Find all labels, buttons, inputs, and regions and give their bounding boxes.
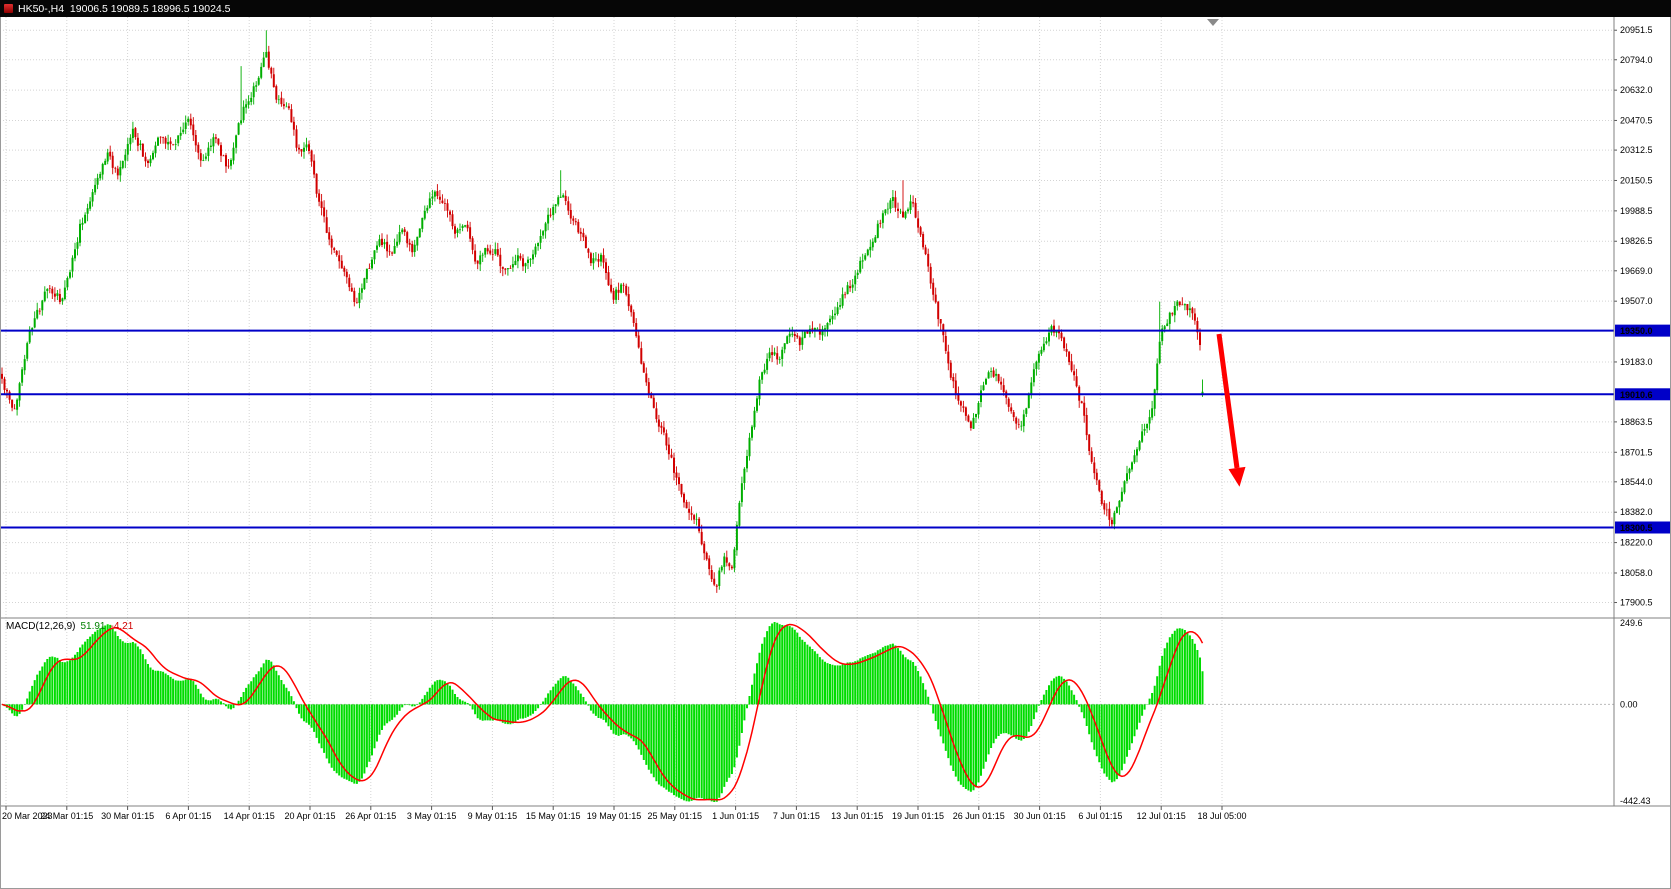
macd-signal-value: -4.21 xyxy=(110,621,134,632)
time-axis-tick-label: 30 Mar 01:15 xyxy=(101,811,154,821)
time-axis-tick-label: 26 Apr 01:15 xyxy=(345,811,396,821)
time-axis-tick-label: 12 Jul 01:15 xyxy=(1137,811,1186,821)
time-axis-tick-label: 20 Apr 01:15 xyxy=(284,811,335,821)
price-level-badge-text: 19010.6 xyxy=(1620,390,1653,400)
time-axis-tick-label: 30 Jun 01:15 xyxy=(1014,811,1066,821)
time-axis-tick-label: 26 Jun 01:15 xyxy=(953,811,1005,821)
bear-candle-wicks xyxy=(1,45,1201,593)
price-axis-tick-label: 18863.5 xyxy=(1620,417,1653,427)
price-level-badge-text: 19350.0 xyxy=(1620,326,1653,336)
macd-indicator-label: MACD(12,26,9) 51.91 -4.21 xyxy=(6,621,133,632)
bear-candle-bodies xyxy=(1,51,1201,587)
price-axis-tick-label: 20951.5 xyxy=(1620,25,1653,35)
macd-signal-line xyxy=(1,623,1204,801)
price-axis-tick-label: 19507.0 xyxy=(1620,296,1653,306)
time-axis-tick-label: 9 May 01:15 xyxy=(468,811,518,821)
chart-title: HK50-,H4 19006.5 19089.5 18996.5 19024.5 xyxy=(18,2,231,15)
chart-title-bar[interactable]: HK50-,H4 19006.5 19089.5 18996.5 19024.5 xyxy=(0,0,1671,17)
price-level-badge xyxy=(1615,521,1670,534)
chart-shift-marker[interactable] xyxy=(1207,19,1219,26)
time-axis-tick-label: 3 May 01:15 xyxy=(407,811,457,821)
time-axis-tick-label: 6 Jul 01:15 xyxy=(1078,811,1122,821)
time-axis-tick-label: 15 May 01:15 xyxy=(526,811,581,821)
time-axis-tick-label: 19 Jun 01:15 xyxy=(892,811,944,821)
price-level-badge-text: 18300.5 xyxy=(1620,523,1653,533)
price-axis-tick-label: 19669.0 xyxy=(1620,266,1653,276)
price-axis-tick-label: 20150.5 xyxy=(1620,175,1653,185)
bull-candle-bodies xyxy=(16,52,1204,586)
time-axis-tick-label: 6 Apr 01:15 xyxy=(165,811,211,821)
macd-histogram xyxy=(3,622,1204,802)
price-level-badge xyxy=(1615,388,1670,401)
time-axis-tick-label: 24 Mar 01:15 xyxy=(40,811,93,821)
sell-arrow-annotation[interactable] xyxy=(1216,333,1240,469)
time-axis-tick-label: 13 Jun 01:15 xyxy=(831,811,883,821)
price-axis-tick-label: 17900.5 xyxy=(1620,598,1653,608)
price-axis-tick-label: 18701.5 xyxy=(1620,447,1653,457)
macd-axis-label: -442.43 xyxy=(1620,796,1651,806)
price-axis-tick-label: 20632.0 xyxy=(1620,85,1653,95)
price-axis-tick-label: 18220.0 xyxy=(1620,538,1653,548)
macd-axis-label: 249.6 xyxy=(1620,618,1643,628)
sell-arrow-head[interactable] xyxy=(1228,466,1246,487)
time-axis-tick-label: 14 Apr 01:15 xyxy=(224,811,275,821)
price-axis-tick-label: 20312.5 xyxy=(1620,145,1653,155)
time-axis-tick-label: 19 May 01:15 xyxy=(587,811,642,821)
price-axis-tick-label: 18382.0 xyxy=(1620,507,1653,517)
time-axis-tick-label: 1 Jun 01:15 xyxy=(712,811,759,821)
time-axis-tick-label: 7 Jun 01:15 xyxy=(773,811,820,821)
time-axis-tick-label: 18 Jul 05:00 xyxy=(1197,811,1246,821)
time-axis-tick-label: 25 May 01:15 xyxy=(648,811,703,821)
time-axis-tick-label: 20 Mar 2023 xyxy=(2,811,53,821)
price-level-badge xyxy=(1615,324,1670,337)
bull-candle-wicks xyxy=(16,30,1203,590)
price-axis-tick-label: 20470.5 xyxy=(1620,115,1653,125)
price-axis-tick-label: 19988.5 xyxy=(1620,206,1653,216)
macd-name: MACD(12,26,9) xyxy=(6,621,76,632)
price-axis-tick-label: 18058.0 xyxy=(1620,568,1653,578)
price-axis-tick-label: 19826.5 xyxy=(1620,236,1653,246)
price-axis-tick-label: 20794.0 xyxy=(1620,55,1653,65)
macd-main-value: 51.91 xyxy=(80,621,106,632)
macd-axis-label: 0.00 xyxy=(1620,699,1638,709)
chart-icon xyxy=(4,4,13,13)
price-axis-tick-label: 18544.0 xyxy=(1620,477,1653,487)
price-axis-tick-label: 19183.0 xyxy=(1620,357,1653,367)
